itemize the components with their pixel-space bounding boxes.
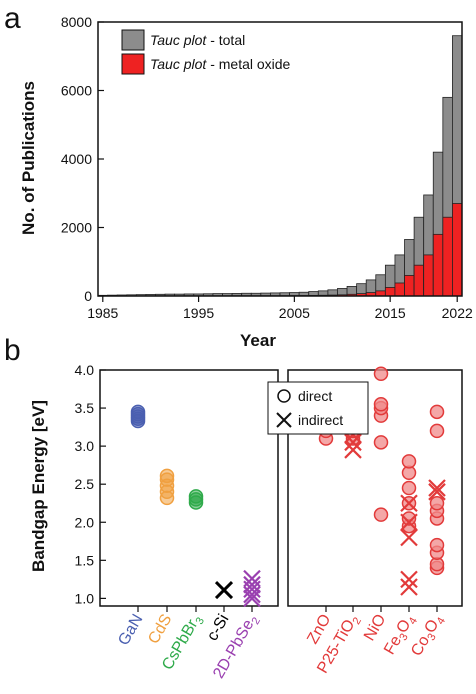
bar-metal-oxide-2014 <box>375 290 386 297</box>
x-tick-label: 1995 <box>183 305 214 321</box>
y-tick-label: 2000 <box>61 220 92 236</box>
bar-metal-oxide-2017 <box>404 275 415 297</box>
point-indirect <box>243 589 261 608</box>
point-direct <box>401 511 417 526</box>
x-tick-label: NiO <box>361 612 390 644</box>
x-axis-label-a: Year <box>240 331 276 350</box>
publications-bar-chart: 0 2000 4000 6000 8000 1985 1995 2005 2015 2022 N… <box>19 14 473 350</box>
x-tick-label: 2022 <box>442 305 473 321</box>
legend-label-indirect: indirect <box>298 412 343 428</box>
legend-b: direct indirect <box>267 381 369 435</box>
point-indirect <box>243 575 261 594</box>
y-tick-label: 2.0 <box>75 514 95 530</box>
y-axis-label-a: No. of Publications <box>19 81 38 235</box>
point-indirect <box>344 441 362 459</box>
bar-metal-oxide-2022 <box>452 203 463 297</box>
y-axis-label-b: Bandgap Energy [eV] <box>29 400 48 572</box>
point-indirect <box>400 578 418 596</box>
point-indirect <box>400 513 418 532</box>
x-tick-label: 1985 <box>87 305 118 321</box>
point-indirect <box>214 580 234 600</box>
point-direct <box>401 480 417 496</box>
y-ticks-a: 0 2000 4000 6000 8000 <box>61 14 104 304</box>
y-tick-label: 4000 <box>61 151 92 167</box>
y-tick-label: 2.5 <box>75 476 95 492</box>
y-tick-label: 3.5 <box>75 400 95 416</box>
x-tick-label: c-Si <box>204 612 233 644</box>
panel-label-a: a <box>4 2 21 35</box>
legend-marker-direct <box>277 389 291 403</box>
plot-frame-b-left <box>99 369 279 607</box>
legend-label-total: Tauc plot - total <box>150 32 245 48</box>
point-direct <box>429 404 445 420</box>
bar-metal-oxide-2021 <box>442 216 453 297</box>
point-indirect <box>400 528 418 547</box>
bar-metal-oxide-2015 <box>384 287 396 297</box>
x-tick-label: CdS <box>145 612 175 647</box>
y-tick-label: 8000 <box>61 14 92 30</box>
y-tick-label: 1.5 <box>75 552 95 568</box>
bar-metal-oxide-2016 <box>394 282 405 297</box>
x-tick-label: 2005 <box>279 305 310 321</box>
point-direct <box>188 489 204 504</box>
legend-label-metal-oxide: Tauc plot - metal oxide <box>150 56 291 72</box>
y-ticks-b: 1.0 1.5 2.0 2.5 3.0 3.5 4.0 <box>75 362 106 606</box>
bar-metal-oxide-2018 <box>413 264 425 297</box>
x-tick-label: GaN <box>115 612 146 649</box>
bar-metal-oxide-2020 <box>432 233 444 297</box>
legend-swatch-total <box>121 29 145 51</box>
point-direct <box>429 423 445 439</box>
y-tick-label: 6000 <box>61 83 92 99</box>
point-direct <box>373 366 389 382</box>
y-tick-label: 3.0 <box>75 438 95 454</box>
y-tick-label: 0 <box>84 288 92 304</box>
x-ticks-a: 1985 1995 2005 2015 2022 <box>87 296 473 321</box>
legend-swatch-metal-oxide <box>121 53 145 75</box>
point-direct <box>159 468 175 484</box>
legend-marker-indirect <box>276 412 292 428</box>
point-indirect <box>428 479 446 497</box>
bar-metal-oxide-2019 <box>423 254 434 297</box>
point-indirect <box>428 483 446 501</box>
legend-a: Tauc plot - total Tauc plot - metal oxid… <box>121 29 291 75</box>
point-direct <box>373 435 389 450</box>
point-direct <box>429 537 445 553</box>
point-direct <box>373 507 389 522</box>
point-direct <box>373 397 389 412</box>
point-indirect <box>400 570 418 589</box>
y-tick-label: 1.0 <box>75 590 95 606</box>
panel-label-b: b <box>4 334 21 367</box>
point-indirect <box>400 494 418 513</box>
point-direct <box>401 454 417 469</box>
x-tick-label: 2015 <box>375 305 406 321</box>
bar-group <box>97 35 463 297</box>
point-indirect <box>243 569 261 588</box>
y-tick-label: 4.0 <box>75 362 95 378</box>
point-indirect <box>344 433 362 452</box>
point-direct <box>429 495 445 511</box>
bandgap-scatter-chart: 1.0 1.5 2.0 2.5 3.0 3.5 4.0 GaNCdSCsPbBr3c-Si2… <box>29 362 463 682</box>
point-direct <box>130 404 146 420</box>
legend-label-direct: direct <box>298 388 332 404</box>
